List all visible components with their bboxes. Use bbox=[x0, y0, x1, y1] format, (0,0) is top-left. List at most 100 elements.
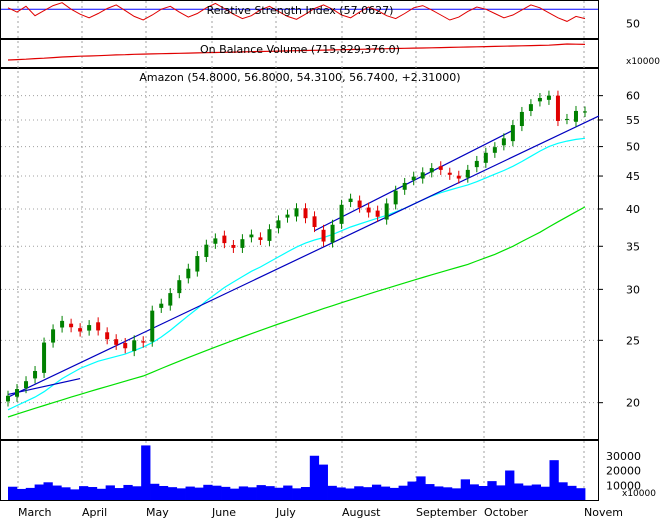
candle-body bbox=[583, 111, 587, 113]
volume-tick-label: 30000 bbox=[606, 450, 641, 463]
volume-bar bbox=[158, 485, 169, 500]
candle-body bbox=[105, 332, 110, 340]
early-trendline bbox=[7, 378, 81, 396]
volume-bar bbox=[87, 487, 98, 500]
volume-bar bbox=[292, 488, 302, 500]
volume-bar bbox=[274, 487, 284, 500]
price-tick-label: 20 bbox=[626, 397, 640, 410]
volume-bar bbox=[513, 483, 524, 500]
price-tick-label: 30 bbox=[626, 283, 640, 296]
x-tick-label: September bbox=[416, 506, 477, 519]
volume-bar bbox=[43, 482, 53, 500]
axis-labels: March April May June July August September Octo… bbox=[18, 18, 656, 519]
candle-body bbox=[393, 190, 398, 205]
volume-bar bbox=[398, 485, 408, 500]
price-title: Amazon (54.8000, 56.8000, 54.3100, 56.74… bbox=[139, 71, 460, 84]
candle-body bbox=[438, 166, 443, 170]
volume-bar bbox=[52, 485, 62, 500]
x-tick-label: October bbox=[484, 506, 528, 519]
volume-bar bbox=[460, 479, 470, 500]
volume-tick-label: 10000 bbox=[606, 479, 641, 492]
candle-body bbox=[6, 395, 10, 402]
volume-bar bbox=[79, 486, 89, 500]
candle-body bbox=[555, 95, 560, 121]
volume-bar bbox=[416, 476, 426, 500]
candle-body bbox=[537, 97, 542, 102]
obv-title: On Balance Volume (715,829,376.0) bbox=[200, 43, 400, 56]
candle-body bbox=[348, 198, 353, 203]
candle-body bbox=[177, 280, 182, 294]
candle-body bbox=[96, 322, 101, 331]
candle-body bbox=[33, 371, 38, 379]
volume-bar bbox=[336, 487, 346, 500]
candle-body bbox=[213, 238, 218, 244]
volume-bar bbox=[114, 488, 124, 500]
volume-bar bbox=[283, 485, 293, 500]
candle-body bbox=[420, 172, 425, 179]
volume-bar bbox=[496, 485, 506, 500]
candle-body bbox=[330, 224, 335, 243]
volume-bar bbox=[96, 488, 107, 500]
price-tick-label: 50 bbox=[626, 141, 640, 154]
candle-body bbox=[168, 293, 173, 306]
volume-bar bbox=[363, 487, 373, 500]
volume-bar bbox=[380, 486, 391, 500]
candle-body bbox=[114, 339, 119, 345]
volume-bar bbox=[309, 455, 320, 500]
price-tick-label: 40 bbox=[626, 203, 640, 216]
candle-body bbox=[132, 340, 137, 352]
candle-body bbox=[303, 208, 308, 219]
candle-body bbox=[159, 303, 164, 308]
candle-body bbox=[42, 342, 47, 373]
volume-bar bbox=[123, 484, 133, 500]
volume-bar bbox=[203, 484, 213, 500]
volume-bar bbox=[442, 487, 453, 500]
volume-bar bbox=[25, 487, 36, 500]
candle-body bbox=[411, 176, 416, 181]
candle-body bbox=[339, 204, 344, 224]
candle-body bbox=[375, 210, 380, 217]
volume-bar bbox=[194, 487, 204, 500]
candle-body bbox=[447, 172, 452, 175]
rsi-layer bbox=[1, 2, 598, 22]
candle-body bbox=[258, 237, 263, 240]
x-tick-label: June bbox=[211, 506, 236, 519]
candle-body bbox=[483, 152, 488, 163]
volume-bar bbox=[540, 486, 550, 500]
volume-bar bbox=[522, 485, 533, 500]
candle-body bbox=[69, 323, 74, 328]
candle-body bbox=[384, 203, 389, 220]
x-tick-label: August bbox=[342, 506, 381, 519]
candle-body bbox=[24, 381, 29, 389]
moving-average-line bbox=[7, 206, 586, 418]
x-tick-label: Novem bbox=[584, 506, 623, 519]
candle-body bbox=[123, 342, 128, 349]
candle-body bbox=[267, 229, 272, 241]
candle-body bbox=[186, 268, 191, 279]
volume-bar bbox=[300, 487, 311, 500]
price-tick-label: 55 bbox=[626, 114, 640, 127]
volume-bar bbox=[256, 485, 266, 500]
moving-average-line bbox=[7, 137, 586, 411]
volume-bar bbox=[434, 486, 444, 500]
volume-tick-label: 20000 bbox=[606, 465, 641, 478]
volume-bar bbox=[167, 487, 178, 500]
candle-body bbox=[546, 95, 551, 100]
candle-body bbox=[429, 168, 434, 173]
candle-body bbox=[51, 329, 56, 343]
volume-bar bbox=[247, 487, 257, 500]
volume-bar bbox=[8, 486, 18, 500]
price-layer bbox=[6, 90, 600, 418]
candle-body bbox=[564, 118, 569, 120]
candle-body bbox=[474, 160, 479, 168]
volume-layer bbox=[8, 445, 586, 500]
price-tick-label: 25 bbox=[626, 334, 640, 347]
volume-bar bbox=[61, 487, 71, 500]
volume-bar bbox=[505, 470, 515, 500]
volume-bar bbox=[576, 488, 586, 500]
candle-body bbox=[402, 182, 407, 190]
obv-scale-label: x10000 bbox=[626, 57, 660, 67]
grid-lines bbox=[1, 1, 598, 500]
